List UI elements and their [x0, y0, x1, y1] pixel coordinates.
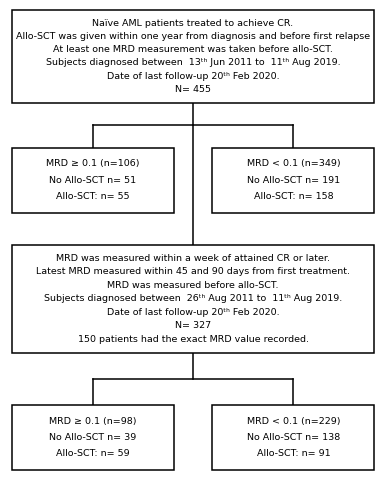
FancyBboxPatch shape: [212, 148, 374, 212]
Text: Latest MRD measured within 45 and 90 days from first treatment.: Latest MRD measured within 45 and 90 day…: [36, 268, 350, 276]
Text: No Allo-SCT n= 191: No Allo-SCT n= 191: [247, 176, 340, 184]
FancyBboxPatch shape: [212, 405, 374, 470]
Text: At least one MRD measurement was taken before allo-SCT.: At least one MRD measurement was taken b…: [53, 45, 333, 54]
Text: Naïve AML patients treated to achieve CR.: Naïve AML patients treated to achieve CR…: [92, 18, 294, 28]
Text: MRD ≥ 0.1 (n=98): MRD ≥ 0.1 (n=98): [49, 417, 136, 426]
Text: Allo-SCT: n= 55: Allo-SCT: n= 55: [56, 192, 129, 201]
Text: No Allo-SCT n= 138: No Allo-SCT n= 138: [247, 433, 340, 442]
FancyBboxPatch shape: [12, 405, 174, 470]
Text: Date of last follow-up 20ᵗʰ Feb 2020.: Date of last follow-up 20ᵗʰ Feb 2020.: [107, 308, 279, 316]
Text: Allo-SCT: n= 91: Allo-SCT: n= 91: [257, 449, 330, 458]
Text: MRD was measured within a week of attained CR or later.: MRD was measured within a week of attain…: [56, 254, 330, 263]
Text: MRD < 0.1 (n=229): MRD < 0.1 (n=229): [247, 417, 340, 426]
Text: Allo-SCT was given within one year from diagnosis and before first relapse: Allo-SCT was given within one year from …: [16, 32, 370, 41]
Text: No Allo-SCT n= 51: No Allo-SCT n= 51: [49, 176, 136, 184]
Text: N= 327: N= 327: [175, 321, 211, 330]
FancyBboxPatch shape: [12, 10, 374, 102]
Text: Subjects diagnosed between  26ᵗʰ Aug 2011 to  11ᵗʰ Aug 2019.: Subjects diagnosed between 26ᵗʰ Aug 2011…: [44, 294, 342, 303]
Text: MRD ≥ 0.1 (n=106): MRD ≥ 0.1 (n=106): [46, 159, 139, 168]
Text: Allo-SCT: n= 158: Allo-SCT: n= 158: [254, 192, 333, 201]
Text: N= 455: N= 455: [175, 85, 211, 94]
Text: MRD < 0.1 (n=349): MRD < 0.1 (n=349): [247, 159, 340, 168]
Text: Allo-SCT: n= 59: Allo-SCT: n= 59: [56, 449, 129, 458]
Text: 150 patients had the exact MRD value recorded.: 150 patients had the exact MRD value rec…: [78, 334, 308, 344]
Text: MRD was measured before allo-SCT.: MRD was measured before allo-SCT.: [107, 281, 279, 290]
Text: No Allo-SCT n= 39: No Allo-SCT n= 39: [49, 433, 136, 442]
FancyBboxPatch shape: [12, 148, 174, 212]
FancyBboxPatch shape: [12, 245, 374, 352]
Text: Subjects diagnosed between  13ᵗʰ Jun 2011 to  11ᵗʰ Aug 2019.: Subjects diagnosed between 13ᵗʰ Jun 2011…: [46, 58, 340, 68]
Text: Date of last follow-up 20ᵗʰ Feb 2020.: Date of last follow-up 20ᵗʰ Feb 2020.: [107, 72, 279, 80]
